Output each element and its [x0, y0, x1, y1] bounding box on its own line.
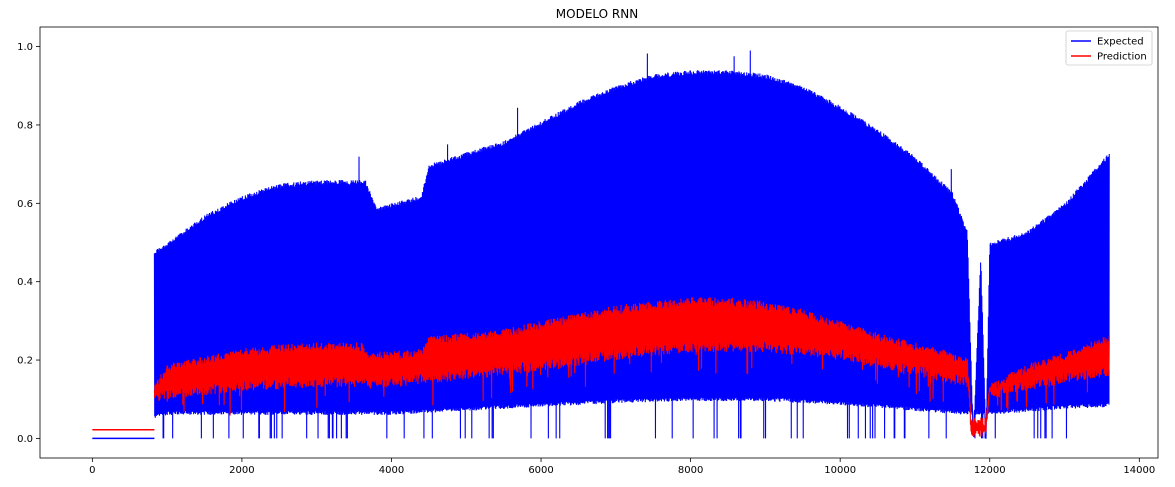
y-tick-label: 0.6 — [17, 199, 33, 210]
y-tick-label: 0.8 — [17, 120, 33, 131]
x-axis: 0 2000 4000 6000 8000 10000 12000 14000 — [89, 458, 1155, 476]
x-tick-label: 8000 — [678, 465, 703, 476]
x-tick-label: 12000 — [974, 465, 1006, 476]
y-tick-label: 0.4 — [17, 277, 33, 288]
chart-title: MODELO RNN — [556, 7, 638, 21]
legend: Expected Prediction — [1065, 30, 1153, 66]
series-prediction-line — [153, 297, 1110, 438]
series-expected — [92, 50, 1110, 440]
legend-label-prediction: Prediction — [1097, 52, 1147, 63]
y-axis: 0.0 0.2 0.4 0.6 0.8 1.0 — [17, 42, 40, 445]
y-tick-label: 1.0 — [17, 42, 33, 53]
series-expected-line — [153, 50, 1110, 439]
x-tick-label: 10000 — [824, 465, 856, 476]
y-tick-label: 0.0 — [17, 434, 33, 445]
plot-area — [92, 50, 1110, 440]
x-tick-label: 4000 — [379, 465, 404, 476]
legend-label-expected: Expected — [1097, 37, 1144, 48]
series-prediction — [92, 297, 1110, 438]
x-tick-label: 6000 — [528, 465, 553, 476]
x-tick-label: 2000 — [229, 465, 254, 476]
x-tick-label: 0 — [89, 465, 95, 476]
x-tick-label: 14000 — [1123, 465, 1155, 476]
axes-frame — [39, 26, 1159, 459]
y-tick-label: 0.2 — [17, 356, 33, 367]
